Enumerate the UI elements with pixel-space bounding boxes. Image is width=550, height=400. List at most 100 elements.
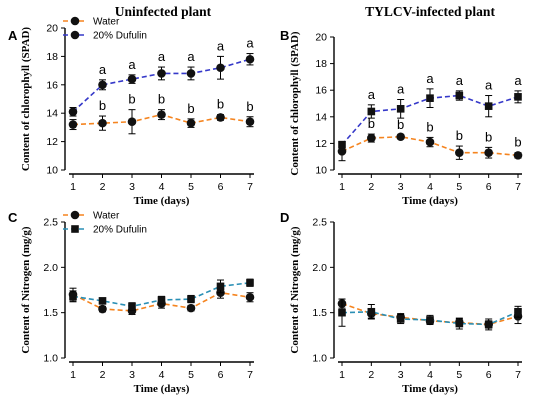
y-tick-label: 1.5 [43,307,58,319]
data-point [513,151,523,160]
x-tick-label: 1 [70,369,76,381]
data-point [367,107,376,116]
significance-label: b [514,135,521,150]
x-tick-label: 4 [427,181,433,193]
y-tick-label: 14 [315,111,327,123]
data-point [127,74,137,84]
x-tick-label: 2 [100,181,106,193]
y-axis-title: Content of Nitrogen (mg/g) [289,226,301,354]
y-tick-label: 10 [315,165,327,177]
x-tick-label: 7 [247,369,253,381]
y-tick-label: 2.0 [312,262,327,274]
data-point [216,63,225,73]
x-tick-label: 4 [159,181,165,193]
data-point [338,140,346,149]
x-tick-label: 7 [247,181,253,193]
y-axis-title: Content of chlorophyll (SPAD) [20,27,32,171]
data-point [396,105,405,113]
panel-letter: D [280,210,289,225]
y-tick-label: 16 [315,85,327,97]
data-point [157,110,166,119]
legend-label: 20% Dufulin [93,31,147,42]
x-tick-label: 2 [368,369,374,381]
y-tick-label: 16 [46,79,58,91]
significance-label: a [426,71,434,86]
y-tick-label: 2.0 [43,262,58,274]
x-tick-label: 4 [427,369,433,381]
y-tick-label: 18 [46,51,58,63]
significance-label: b [456,128,463,143]
data-point [246,278,254,287]
panel-title: Uninfected plant [115,4,212,19]
legend-label: Water [93,17,120,28]
data-point [186,303,196,313]
significance-label: a [514,73,522,88]
legend: Water 20% Dufulin [63,211,147,236]
data-point [69,292,77,301]
data-point [216,282,225,291]
panel-c: C 1.0 1.5 2.0 2.5 1 2 3 4 5 6 7 Time (days) Content o… [8,210,255,395]
x-tick-label: 7 [515,369,521,381]
significance-label: a [158,49,166,64]
x-tick-label: 3 [398,181,404,193]
y-tick-label: 14 [46,108,58,120]
series-water: b b bb b b [68,92,255,135]
x-tick-label: 6 [218,181,224,193]
legend-label: Water [93,211,120,222]
y-axis-title: Content of chlorophyll (SPAD) [289,31,301,175]
data-point [98,118,107,128]
data-point [186,69,196,78]
data-point [455,319,464,328]
legend-marker [70,30,80,40]
x-axis-title: Time (days) [134,195,190,207]
x-tick-label: 3 [129,369,135,381]
significance-label: b [368,116,375,131]
significance-label: a [397,82,405,97]
y-tick-label: 20 [46,23,58,35]
x-tick-label: 6 [218,369,224,381]
significance-label: b [99,98,106,113]
data-point [68,120,78,129]
data-point [396,132,405,142]
y-tick-label: 10 [46,165,58,177]
significance-label: a [217,38,225,53]
data-point [186,118,196,128]
x-tick-label: 3 [398,369,404,381]
y-tick-label: 2.5 [312,217,327,229]
data-point [367,307,376,316]
data-point [245,117,255,127]
data-point [484,102,493,110]
y-tick-label: 1.0 [43,353,58,365]
data-point [455,91,464,100]
significance-label: a [246,36,254,51]
data-point [337,147,347,156]
series-dufulin: a a a a a a [68,36,254,117]
significance-label: b [426,119,433,134]
data-point [484,320,493,329]
x-tick-label: 5 [456,181,462,193]
panel-d: D 1.0 1.5 2.0 2.5 1 2 3 4 5 6 7 Time (days) Content o… [280,210,523,395]
data-point [216,113,225,122]
y-tick-label: 12 [46,136,58,148]
x-axis-title: Time (days) [402,383,458,395]
data-point [98,297,107,305]
data-point [127,117,137,127]
legend-marker [70,210,80,220]
x-tick-label: 1 [70,181,76,193]
data-point [455,148,464,158]
significance-label: a [456,73,464,88]
x-tick-label: 1 [339,369,345,381]
legend-label: 20% Dufulin [93,225,147,236]
data-point [245,292,255,302]
data-point [68,107,78,117]
x-tick-label: 2 [100,369,106,381]
x-tick-label: 5 [456,369,462,381]
data-point [426,316,434,324]
y-tick-label: 12 [315,138,327,150]
x-axis-title: Time (days) [402,195,458,207]
series-dufulin [338,298,522,331]
significance-label: a [187,49,195,64]
y-tick-label: 1.0 [312,353,327,365]
